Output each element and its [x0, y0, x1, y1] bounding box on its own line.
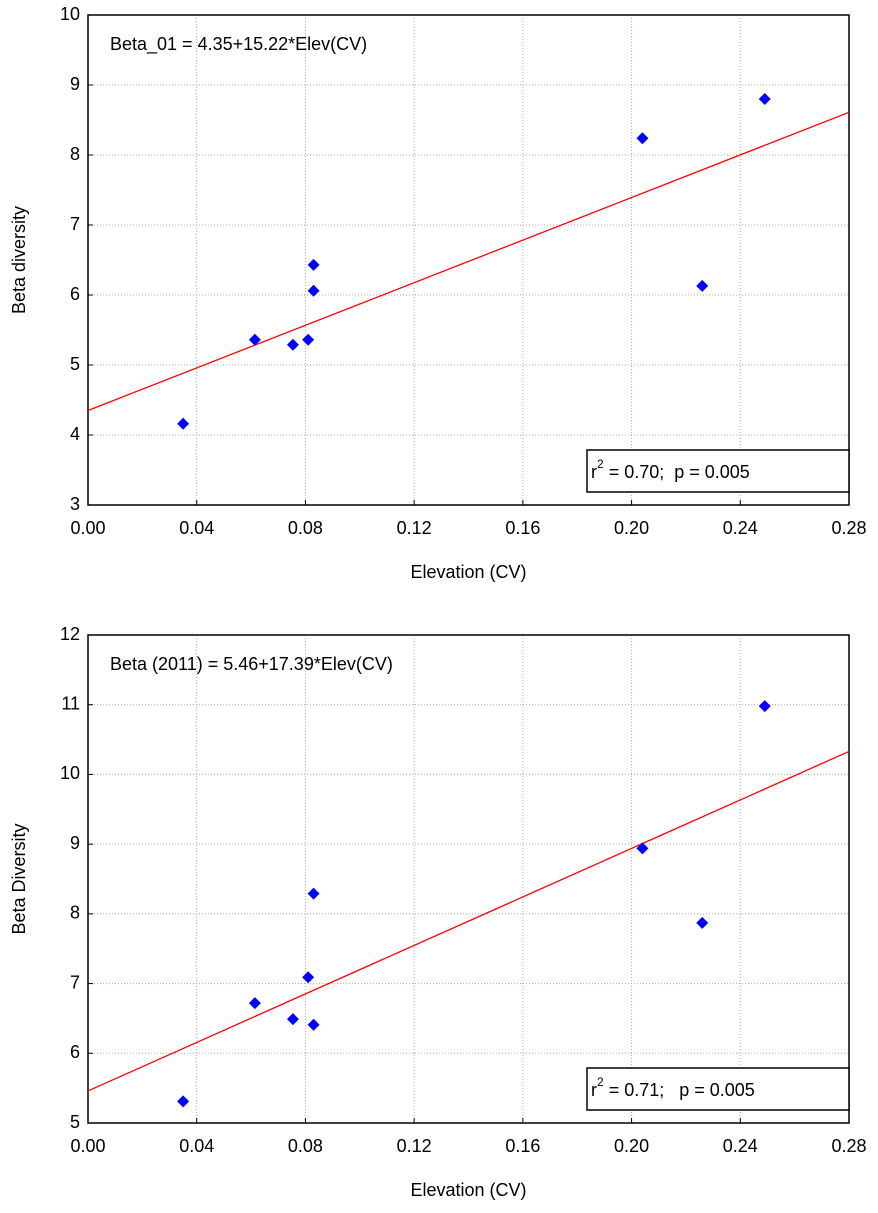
- point: [302, 333, 315, 346]
- trend-line: [87, 111, 850, 412]
- point: [696, 279, 709, 292]
- point: [758, 700, 771, 713]
- y-tick-label: 8: [70, 903, 80, 923]
- point: [758, 93, 771, 105]
- x-tick-label: 0.12: [397, 518, 432, 538]
- y-axis-title: Beta Diversity: [9, 823, 29, 934]
- x-tick-label: 0.16: [505, 518, 540, 538]
- annotation: Beta (2011) = 5.46+17.39*Elev(CV): [110, 654, 393, 674]
- x-tick-label: 0.04: [179, 518, 214, 538]
- y-tick-label: 6: [70, 1042, 80, 1062]
- x-axis-title: Elevation (CV): [410, 562, 526, 582]
- y-tick-label: 12: [60, 624, 80, 644]
- x-tick-label: 0.28: [831, 1136, 866, 1156]
- y-tick-label: 6: [70, 284, 80, 304]
- x-tick-label: 0.00: [70, 518, 105, 538]
- point: [248, 997, 261, 1010]
- y-axis-title: Beta diversity: [9, 206, 29, 314]
- x-tick-label: 0.24: [723, 1136, 758, 1156]
- y-tick-label: 7: [70, 972, 80, 992]
- stats-exp: 2: [597, 457, 604, 471]
- point: [286, 1013, 299, 1026]
- point: [307, 284, 320, 297]
- y-tick-label: 11: [61, 693, 80, 713]
- y-tick-label: 10: [60, 763, 80, 783]
- point: [248, 333, 261, 346]
- y-tick-label: 7: [70, 214, 80, 234]
- x-tick-label: 0.24: [723, 518, 758, 538]
- point: [696, 916, 709, 929]
- y-tick-label: 8: [70, 144, 80, 164]
- y-tick-label: 3: [70, 494, 80, 514]
- annotation: Beta_01 = 4.35+15.22*Elev(CV): [110, 34, 367, 55]
- x-tick-label: 0.16: [505, 1136, 540, 1156]
- x-tick-label: 0.08: [288, 518, 323, 538]
- x-tick-label: 0.28: [831, 518, 866, 538]
- point: [177, 417, 190, 430]
- chart: 0.00 0.04 0.08 0.12 0.16 0.20 0.24 0.28 3 4 5 6 7 8 9 1…: [9, 4, 867, 582]
- point: [286, 338, 299, 351]
- y-tick-label: 10: [60, 4, 80, 24]
- point: [307, 1018, 320, 1031]
- stats-rest: = 0.71; p = 0.005: [604, 1080, 755, 1100]
- plot-frame: [87, 634, 850, 1124]
- x-tick-label: 0.20: [614, 518, 649, 538]
- stats-text: r2 = 0.70; p = 0.005: [591, 457, 750, 482]
- point: [307, 258, 320, 271]
- point: [302, 971, 315, 984]
- x-tick-label: 0.08: [288, 1136, 323, 1156]
- stats-exp: 2: [597, 1075, 604, 1089]
- stats-box: [586, 1067, 850, 1111]
- stats-rest: = 0.70; p = 0.005: [604, 462, 750, 482]
- stats-text: r2 = 0.71; p = 0.005: [591, 1075, 755, 1100]
- point: [636, 132, 649, 145]
- x-tick-label: 0.20: [614, 1136, 649, 1156]
- y-tick-label: 5: [70, 354, 80, 374]
- x-tick-label: 0.04: [179, 1136, 214, 1156]
- y-tick-label: 4: [70, 424, 80, 444]
- stats-r: r: [591, 1080, 597, 1100]
- point: [636, 842, 649, 855]
- stats-r: r: [591, 462, 597, 482]
- trend-line: [87, 750, 850, 1092]
- y-tick-label: 9: [70, 74, 80, 94]
- stats-box: [586, 449, 850, 493]
- x-tick-label: 0.12: [397, 1136, 432, 1156]
- y-tick-label: 5: [70, 1112, 80, 1132]
- y-tick-label: 9: [70, 833, 80, 853]
- point: [307, 887, 320, 900]
- x-axis-title: Elevation (CV): [410, 1180, 526, 1200]
- plot-frame: [87, 14, 850, 506]
- point: [177, 1095, 190, 1108]
- chart: 0.00 0.04 0.08 0.12 0.16 0.20 0.24 0.28 5 6 7 8 9 10 1…: [9, 624, 867, 1200]
- x-tick-label: 0.00: [70, 1136, 105, 1156]
